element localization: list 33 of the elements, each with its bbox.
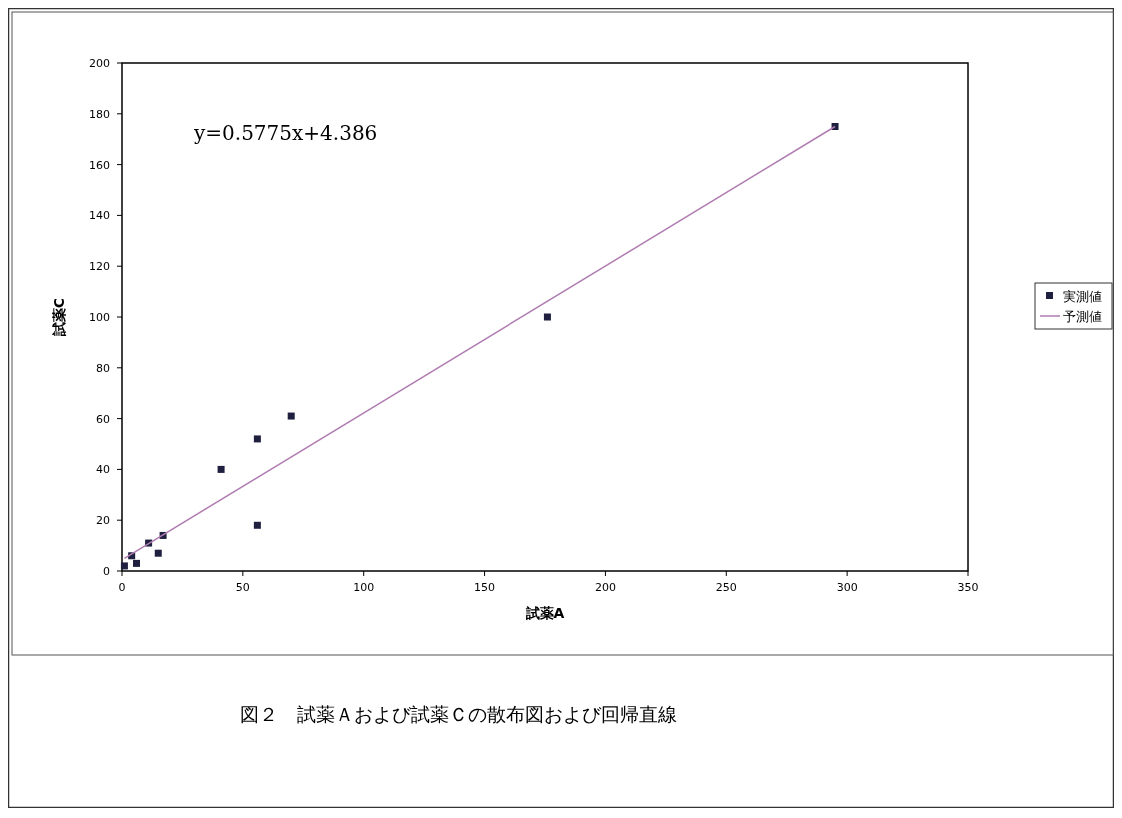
- point: [543, 313, 551, 321]
- point: [120, 562, 128, 570]
- x-tick-label: 300: [836, 581, 858, 594]
- y-tick-label: 80: [96, 361, 110, 375]
- x-tick-label: 0: [118, 581, 126, 594]
- point: [154, 549, 162, 557]
- x-tick-label: 350: [957, 581, 979, 594]
- point: [253, 521, 261, 529]
- y-tick-label: 160: [89, 158, 110, 172]
- annotation: y=0.5775x+4.386: [193, 121, 378, 145]
- y-tick-label: 40: [96, 463, 110, 477]
- y-tick-label: 180: [89, 107, 110, 121]
- text: 図２ 試薬Ａおよび試薬Ｃの散布図および回帰直線: [239, 703, 677, 725]
- point: [217, 465, 225, 473]
- x-tick-label: 150: [474, 581, 496, 594]
- y-tick-label: 140: [89, 209, 110, 223]
- y-axis-title: 試薬C: [51, 297, 67, 338]
- x-tick-label: 200: [594, 581, 616, 594]
- x-axis-title: 試薬A: [524, 605, 565, 621]
- x-tick-label: 250: [715, 581, 737, 594]
- y-tick-label: 120: [89, 260, 110, 274]
- y-tick-label: 60: [96, 412, 110, 426]
- y-tick-label: 200: [89, 57, 110, 70]
- legend-label: 実測値: [1063, 289, 1102, 304]
- y-tick-label: 20: [96, 514, 110, 528]
- y-tick-label: 100: [89, 311, 110, 324]
- x-tick-label: 50: [235, 581, 250, 594]
- x-tick-label: 100: [353, 581, 375, 594]
- point: [133, 559, 140, 567]
- y-tick-label: 0: [103, 565, 110, 578]
- point: [253, 435, 261, 443]
- legend-label: 予測値: [1063, 309, 1102, 324]
- point: [287, 412, 295, 420]
